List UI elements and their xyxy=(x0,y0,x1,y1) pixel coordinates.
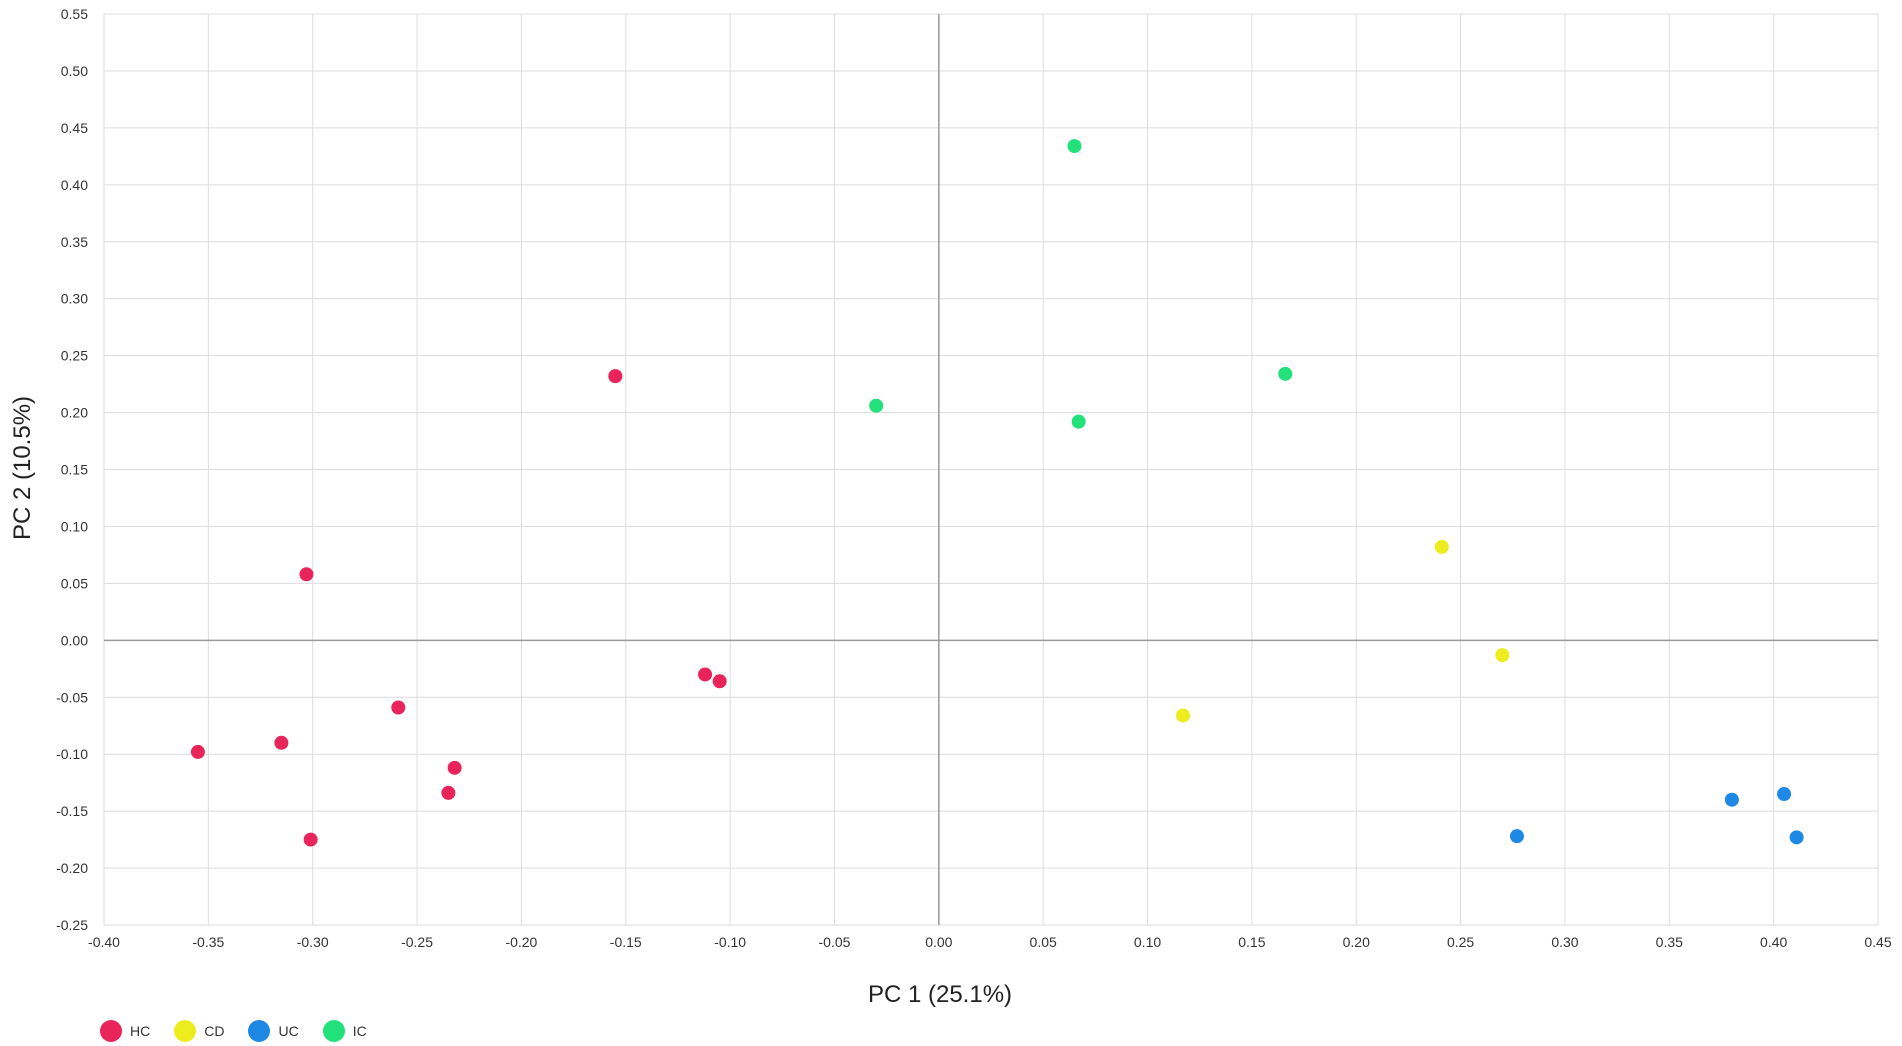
y-tick-label: 0.50 xyxy=(61,63,88,79)
x-tick-label: 0.15 xyxy=(1238,934,1265,950)
y-tick-label: -0.25 xyxy=(56,917,88,933)
y-tick-label: 0.20 xyxy=(61,405,88,421)
point-hc xyxy=(441,785,456,800)
x-tick-label: -0.35 xyxy=(192,934,224,950)
y-tick-label: -0.05 xyxy=(56,689,88,705)
point-uc xyxy=(1789,830,1804,845)
point-hc xyxy=(190,744,205,759)
legend-swatch xyxy=(174,1020,197,1042)
y-tick-label: 0.10 xyxy=(61,518,88,534)
data-points xyxy=(190,139,1804,847)
point-hc xyxy=(303,832,318,847)
legend-label: UC xyxy=(278,1023,299,1039)
point-cd xyxy=(1434,539,1449,554)
point-uc xyxy=(1724,792,1739,807)
point-hc xyxy=(608,369,623,384)
legend-swatch xyxy=(322,1020,345,1042)
y-axis-title: PC 2 (10.5%) xyxy=(9,396,36,540)
point-hc xyxy=(274,735,289,750)
grid-lines xyxy=(103,13,1879,926)
point-ic xyxy=(1067,139,1082,154)
point-ic xyxy=(869,398,884,413)
point-hc xyxy=(391,700,406,715)
legend-label: CD xyxy=(204,1023,225,1039)
y-tick-label: 0.00 xyxy=(61,632,88,648)
y-tick-label: 0.55 xyxy=(61,6,88,22)
x-axis-title: PC 1 (25.1%) xyxy=(868,981,1012,1008)
point-cd xyxy=(1176,708,1191,723)
point-hc xyxy=(698,667,713,682)
x-tick-label: 0.40 xyxy=(1760,934,1787,950)
legend-item-cd: CD xyxy=(174,1020,224,1042)
legend-label: IC xyxy=(352,1023,367,1039)
legend-item-ic: IC xyxy=(322,1020,367,1042)
legend: HC CD UC IC xyxy=(100,1020,367,1042)
x-tick-labels: -0.40 -0.35 -0.30 -0.25 -0.20 -0.15 -0.10 -0.05… xyxy=(88,934,1892,950)
legend-item-hc: HC xyxy=(100,1020,150,1042)
point-ic xyxy=(1071,414,1086,429)
x-tick-label: -0.20 xyxy=(505,934,537,950)
y-tick-label: -0.15 xyxy=(56,803,88,819)
y-tick-label: -0.20 xyxy=(56,860,88,876)
x-tick-label: 0.25 xyxy=(1447,934,1474,950)
x-tick-label: -0.40 xyxy=(88,934,120,950)
y-tick-labels: 0.55 0.50 0.45 0.40 0.35 0.30 0.25 0.20 0.15 0.10… xyxy=(56,6,88,933)
x-tick-label: -0.30 xyxy=(297,934,329,950)
x-tick-label: -0.05 xyxy=(819,934,851,950)
point-ic xyxy=(1278,366,1293,381)
point-hc xyxy=(712,674,727,689)
x-tick-label: -0.10 xyxy=(714,934,746,950)
y-tick-label: 0.15 xyxy=(61,462,88,478)
x-tick-label: 0.10 xyxy=(1134,934,1161,950)
y-tick-label: 0.35 xyxy=(61,234,88,250)
y-tick-label: 0.25 xyxy=(61,348,88,364)
x-tick-label: 0.35 xyxy=(1656,934,1683,950)
point-hc xyxy=(299,567,314,582)
x-tick-label: 0.05 xyxy=(1030,934,1057,950)
legend-swatch xyxy=(100,1020,122,1042)
x-tick-label: 0.45 xyxy=(1864,934,1891,950)
point-hc xyxy=(447,760,462,775)
y-tick-label: 0.30 xyxy=(61,291,88,307)
legend-swatch xyxy=(248,1020,271,1042)
y-tick-label: 0.40 xyxy=(61,177,88,193)
y-tick-label: -0.10 xyxy=(56,746,88,762)
x-tick-label: 0.30 xyxy=(1551,934,1578,950)
point-uc xyxy=(1777,787,1792,802)
y-tick-label: 0.05 xyxy=(61,575,88,591)
point-uc xyxy=(1509,829,1524,844)
x-tick-label: -0.25 xyxy=(401,934,433,950)
legend-label: HC xyxy=(130,1023,151,1039)
point-cd xyxy=(1495,648,1510,663)
x-tick-label: 0.20 xyxy=(1343,934,1370,950)
legend-item-uc: UC xyxy=(248,1020,299,1042)
y-tick-label: 0.45 xyxy=(61,120,88,136)
x-tick-label: -0.15 xyxy=(610,934,642,950)
x-tick-label: 0.00 xyxy=(925,934,952,950)
zero-axis-lines xyxy=(104,14,1878,925)
